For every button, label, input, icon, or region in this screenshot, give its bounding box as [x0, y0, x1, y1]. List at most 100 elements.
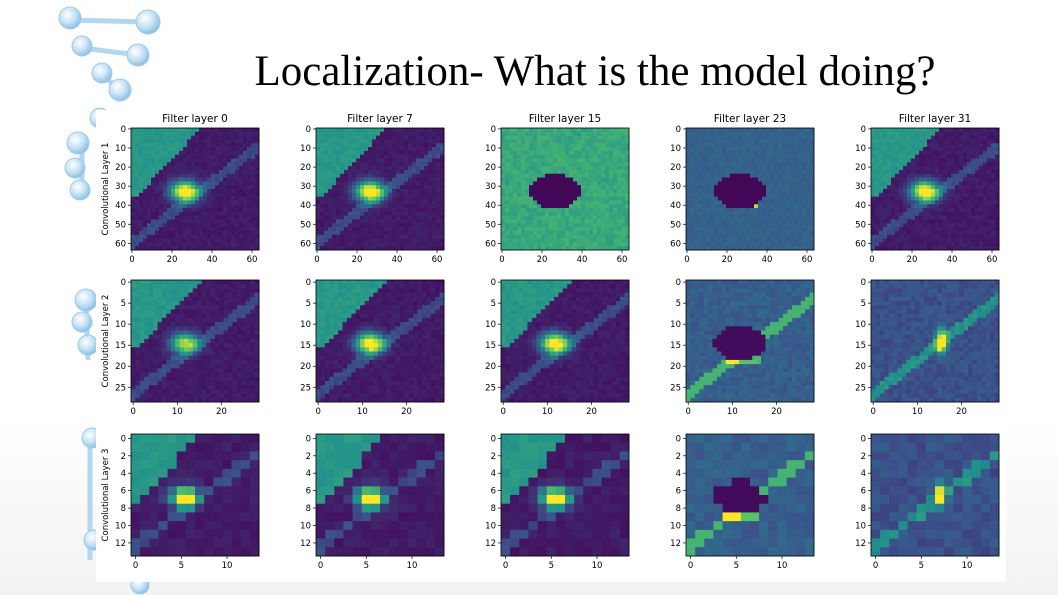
- ytick-label: 8: [861, 504, 866, 514]
- xtick-label: 60: [247, 255, 258, 265]
- ytick-label: 40: [670, 201, 681, 211]
- ytick-label: 10: [300, 320, 311, 330]
- ytick-label: 20: [485, 362, 496, 372]
- ytick-label: 40: [855, 201, 866, 211]
- activation-map-r2-c2: [500, 433, 630, 557]
- xtick-label: 10: [542, 407, 553, 417]
- activation-map-r0-c1: [315, 127, 445, 251]
- ytick-label: 25: [670, 383, 681, 393]
- ytick-label: 8: [676, 504, 681, 514]
- activation-map-r0-c4: [870, 127, 1000, 251]
- xtick-label: 20: [586, 407, 597, 417]
- ytick-label: 30: [485, 182, 496, 192]
- ytick-label: 0: [121, 278, 126, 288]
- xtick-label: 5: [549, 561, 554, 571]
- xtick-label: 20: [216, 407, 227, 417]
- xtick-label: 10: [912, 407, 923, 417]
- ytick-label: 6: [491, 487, 496, 497]
- column-title-0: Filter layer 0: [162, 113, 228, 125]
- ytick-label: 10: [115, 320, 126, 330]
- ytick-label: 60: [855, 239, 866, 249]
- xtick-label: 0: [684, 255, 689, 265]
- ytick-label: 5: [676, 299, 681, 309]
- xtick-label: 0: [318, 561, 323, 571]
- activation-map-r2-c1: [315, 433, 445, 557]
- ytick-label: 50: [855, 220, 866, 230]
- ytick-label: 0: [861, 278, 866, 288]
- ytick-label: 60: [485, 239, 496, 249]
- activation-map-r1-c0: [130, 279, 260, 403]
- xtick-label: 5: [364, 561, 369, 571]
- ytick-label: 10: [300, 522, 311, 532]
- column-title-2: Filter layer 15: [529, 113, 601, 125]
- xtick-label: 0: [315, 407, 320, 417]
- row-ylabel-1: Convolutional Layer 2: [101, 295, 111, 388]
- activation-map-r1-c2: [500, 279, 630, 403]
- ytick-label: 30: [670, 182, 681, 192]
- xtick-label: 10: [172, 407, 183, 417]
- xtick-label: 0: [688, 561, 693, 571]
- xtick-label: 40: [947, 255, 958, 265]
- ytick-label: 20: [300, 362, 311, 372]
- xtick-label: 10: [357, 407, 368, 417]
- activation-map-r1-c3: [685, 279, 815, 403]
- ytick-label: 0: [306, 125, 311, 135]
- xtick-label: 40: [392, 255, 403, 265]
- xtick-label: 10: [222, 561, 233, 571]
- ytick-label: 50: [485, 220, 496, 230]
- xtick-label: 5: [919, 561, 924, 571]
- column-title-1: Filter layer 7: [347, 113, 413, 125]
- xtick-label: 0: [133, 561, 138, 571]
- ytick-label: 20: [670, 163, 681, 173]
- ytick-label: 15: [485, 341, 496, 351]
- xtick-label: 0: [870, 407, 875, 417]
- xtick-label: 20: [167, 255, 178, 265]
- ytick-label: 60: [300, 239, 311, 249]
- ytick-label: 15: [670, 341, 681, 351]
- xtick-label: 10: [407, 561, 418, 571]
- ytick-label: 4: [861, 469, 866, 479]
- xtick-label: 60: [432, 255, 443, 265]
- ytick-label: 20: [485, 163, 496, 173]
- ytick-label: 20: [115, 163, 126, 173]
- ytick-label: 30: [855, 182, 866, 192]
- xtick-label: 0: [130, 407, 135, 417]
- ytick-label: 10: [855, 320, 866, 330]
- xtick-label: 5: [734, 561, 739, 571]
- slide-title: Localization- What is the model doing?: [254, 48, 936, 95]
- row-ylabel-0: Convolutional Layer 1: [101, 143, 111, 236]
- ytick-label: 0: [306, 278, 311, 288]
- xtick-label: 0: [503, 561, 508, 571]
- ytick-label: 10: [670, 522, 681, 532]
- ytick-label: 4: [676, 469, 681, 479]
- xtick-label: 40: [762, 255, 773, 265]
- xtick-label: 10: [777, 561, 788, 571]
- xtick-label: 20: [956, 407, 967, 417]
- ytick-label: 5: [491, 299, 496, 309]
- ytick-label: 10: [855, 522, 866, 532]
- ytick-label: 5: [861, 299, 866, 309]
- xtick-label: 40: [207, 255, 218, 265]
- ytick-label: 15: [115, 341, 126, 351]
- ytick-label: 4: [491, 469, 496, 479]
- ytick-label: 30: [115, 182, 126, 192]
- ytick-label: 30: [300, 182, 311, 192]
- activation-grid: Filter layer 0 Filter layer 7 Filter layer…: [101, 113, 1000, 571]
- ytick-label: 15: [300, 341, 311, 351]
- xtick-label: 0: [314, 255, 319, 265]
- ytick-label: 10: [115, 522, 126, 532]
- ytick-label: 15: [855, 341, 866, 351]
- ytick-label: 50: [300, 220, 311, 230]
- ytick-label: 4: [306, 469, 311, 479]
- ytick-label: 25: [300, 383, 311, 393]
- ytick-label: 8: [306, 504, 311, 514]
- ytick-label: 4: [121, 469, 126, 479]
- xtick-label: 20: [771, 407, 782, 417]
- xtick-label: 20: [352, 255, 363, 265]
- ytick-label: 0: [861, 125, 866, 135]
- ytick-label: 12: [485, 539, 496, 549]
- ytick-label: 0: [676, 278, 681, 288]
- xtick-label: 20: [537, 255, 548, 265]
- xtick-label: 10: [727, 407, 738, 417]
